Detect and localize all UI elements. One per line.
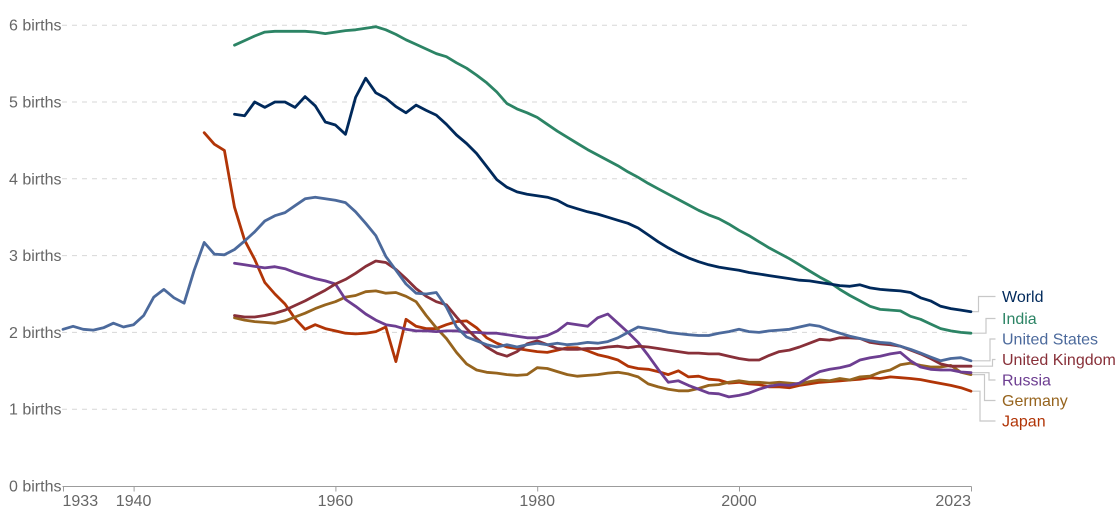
svg-text:1980: 1980: [519, 493, 555, 510]
svg-text:1940: 1940: [116, 493, 152, 510]
svg-text:6 births: 6 births: [9, 18, 61, 35]
svg-text:Russia: Russia: [1002, 373, 1051, 390]
svg-text:India: India: [1002, 311, 1037, 328]
svg-text:0 births: 0 births: [9, 479, 61, 496]
svg-text:2 births: 2 births: [9, 325, 61, 342]
svg-text:United States: United States: [1002, 332, 1098, 349]
svg-text:4 births: 4 births: [9, 171, 61, 188]
svg-text:1960: 1960: [318, 493, 354, 510]
svg-text:1933: 1933: [63, 493, 99, 510]
svg-text:2000: 2000: [721, 493, 757, 510]
svg-text:5 births: 5 births: [9, 95, 61, 112]
svg-text:2023: 2023: [935, 493, 971, 510]
svg-text:World: World: [1002, 289, 1044, 306]
svg-text:3 births: 3 births: [9, 248, 61, 265]
svg-text:1 births: 1 births: [9, 402, 61, 419]
svg-text:United Kingdom: United Kingdom: [1002, 352, 1116, 369]
svg-text:Japan: Japan: [1002, 414, 1046, 431]
svg-text:Germany: Germany: [1002, 393, 1068, 410]
